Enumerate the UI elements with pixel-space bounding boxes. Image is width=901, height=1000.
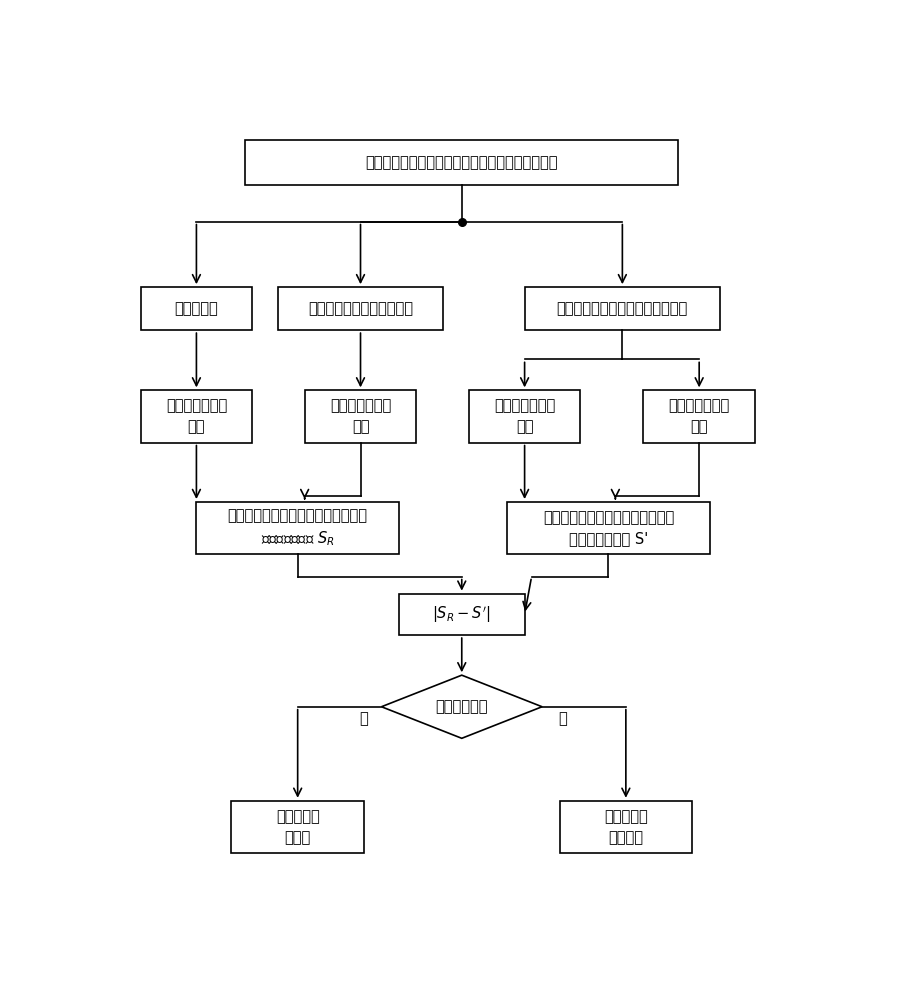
FancyBboxPatch shape — [245, 140, 678, 185]
Polygon shape — [381, 675, 542, 738]
Text: 从已经建立匹配的陨石坑对中，选取一个陨石坑对: 从已经建立匹配的陨石坑对中，选取一个陨石坑对 — [366, 155, 558, 170]
Text: 计算陨石坑阴影
面积: 计算陨石坑阴影 面积 — [494, 398, 555, 434]
Text: 下降过程中拍摄的图像中的陨石坑: 下降过程中拍摄的图像中的陨石坑 — [557, 301, 688, 316]
Text: 计算三维地形图中的陨石坑阴影面积
与外廓面积比值 $S_R$: 计算三维地形图中的陨石坑阴影面积 与外廓面积比值 $S_R$ — [228, 508, 368, 548]
Text: 否: 否 — [559, 712, 568, 727]
Text: 计算陨石坑阴影
面积: 计算陨石坑阴影 面积 — [166, 398, 227, 434]
Text: 计算陨石坑外廓
面积: 计算陨石坑外廓 面积 — [669, 398, 730, 434]
Text: 当前匹配为
正确匹配: 当前匹配为 正确匹配 — [604, 809, 648, 845]
FancyBboxPatch shape — [278, 287, 442, 330]
Text: 是: 是 — [359, 712, 369, 727]
Text: 行星三维地形图中的陨石坑: 行星三维地形图中的陨石坑 — [308, 301, 413, 316]
Text: 大于给定阈值: 大于给定阈值 — [435, 699, 488, 714]
FancyBboxPatch shape — [469, 390, 580, 443]
FancyBboxPatch shape — [232, 801, 364, 853]
FancyBboxPatch shape — [560, 801, 692, 853]
FancyBboxPatch shape — [141, 390, 252, 443]
Text: 太阳高度角: 太阳高度角 — [175, 301, 218, 316]
FancyBboxPatch shape — [643, 390, 755, 443]
Text: 计算拍摄图像中的陨石坑阴影面积
与外廓面积比值 S': 计算拍摄图像中的陨石坑阴影面积 与外廓面积比值 S' — [542, 510, 674, 546]
FancyBboxPatch shape — [524, 287, 720, 330]
FancyBboxPatch shape — [399, 594, 524, 635]
Text: 计算陨石坑外廓
面积: 计算陨石坑外廓 面积 — [330, 398, 391, 434]
FancyBboxPatch shape — [141, 287, 252, 330]
FancyBboxPatch shape — [196, 502, 399, 554]
Text: 当前匹配为
误匹配: 当前匹配为 误匹配 — [276, 809, 320, 845]
FancyBboxPatch shape — [507, 502, 710, 554]
FancyBboxPatch shape — [305, 390, 416, 443]
Text: $|S_R - S'|$: $|S_R - S'|$ — [432, 604, 491, 625]
